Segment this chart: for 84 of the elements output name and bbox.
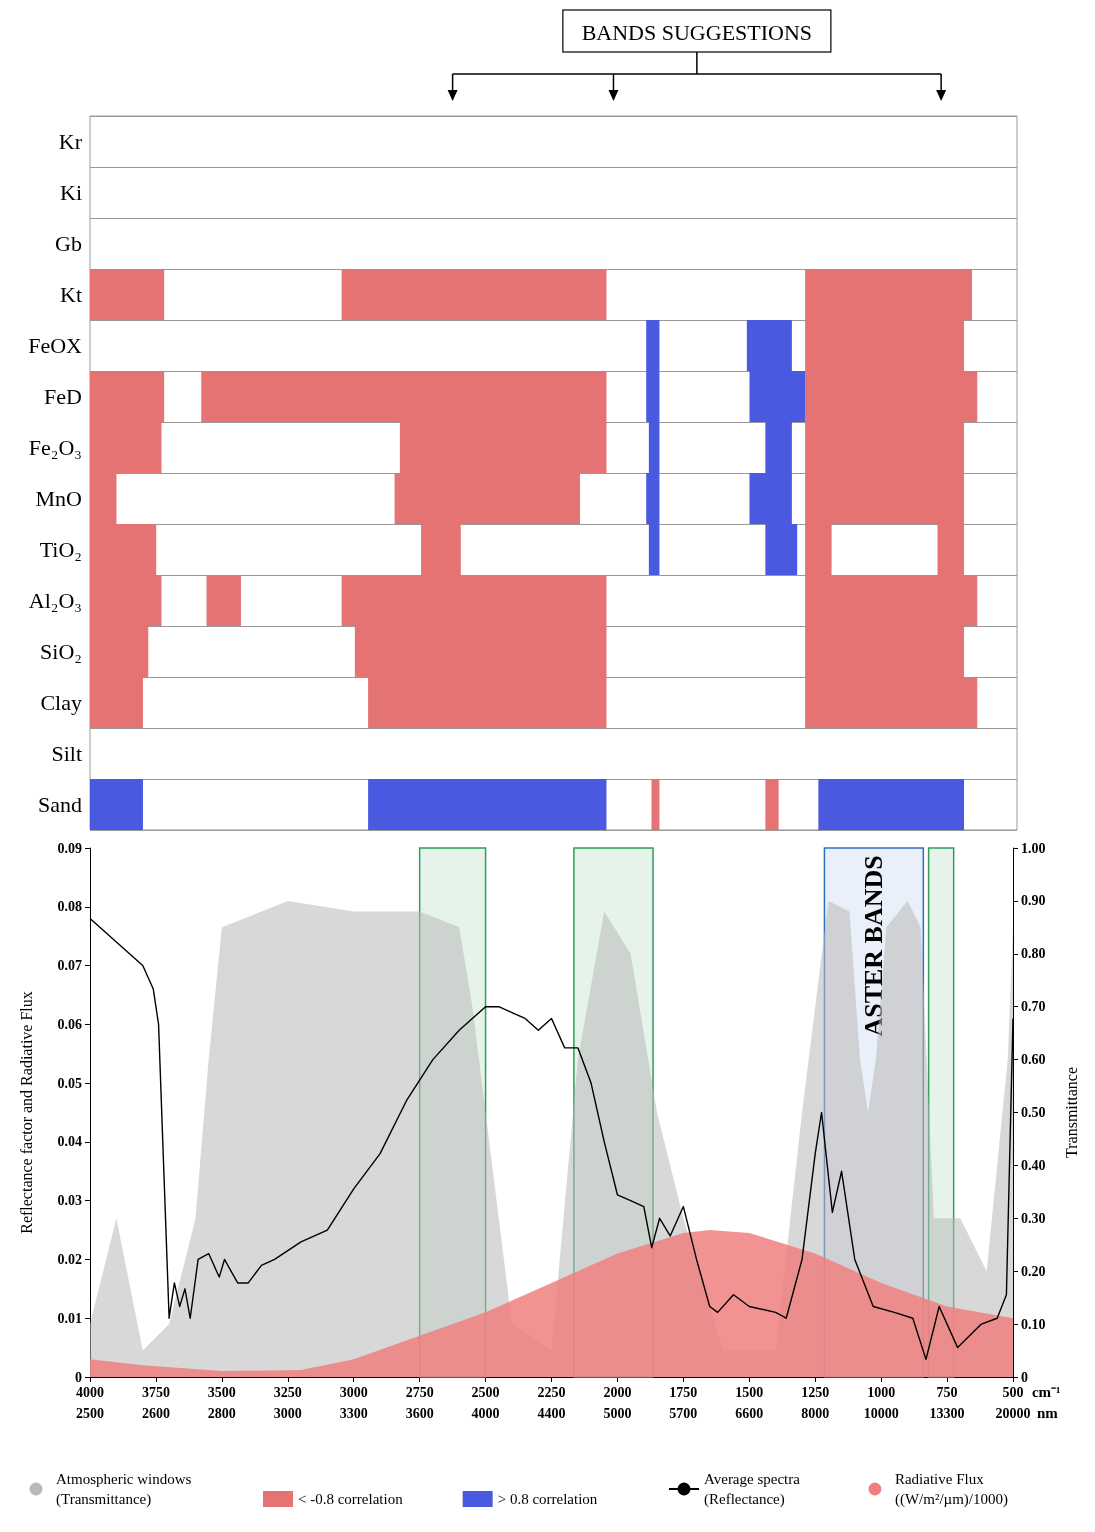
y2-tick-label: 0.80 — [1021, 946, 1046, 962]
text: 13300 — [929, 1405, 965, 1421]
x-tick-label: 2750 — [405, 1384, 434, 1400]
y-tick-label: Kr — [58, 129, 83, 154]
x-tick-label: 4000 — [76, 1384, 104, 1400]
x-tick-label: 2500 — [471, 1384, 500, 1400]
y-tick-label: 0.06 — [57, 1016, 82, 1032]
y2-tick-label: 0.10 — [1021, 1316, 1046, 1332]
x-tick-label: 1500 — [735, 1384, 764, 1400]
x-tick-label: 3750 — [141, 1384, 170, 1400]
legend-label: Atmospheric windows (Transmittance) — [56, 1471, 192, 1508]
bar — [90, 269, 165, 320]
y-tick-label: FeD — [44, 384, 82, 409]
bar — [206, 575, 241, 626]
text: 10000 — [863, 1405, 899, 1421]
y-tick-label: 0 — [75, 1369, 82, 1385]
text: 4000 — [471, 1405, 500, 1421]
bar — [651, 779, 660, 830]
y-tick-label: 0.02 — [57, 1251, 82, 1267]
text: 8000 — [801, 1405, 830, 1421]
y-tick-label: Silt — [51, 741, 82, 766]
legend-label: < -0.8 correlation — [298, 1491, 404, 1507]
y-tick-label: 0.09 — [57, 840, 82, 856]
text: 6600 — [735, 1405, 764, 1421]
y-tick-label: 0.05 — [57, 1075, 82, 1091]
y2-tick-label: 1.00 — [1021, 840, 1046, 856]
bar — [90, 779, 143, 830]
text: BANDS SUGGESTIONS — [581, 20, 813, 45]
y-tick-label: Ki — [60, 180, 82, 205]
text: 2600 — [141, 1405, 170, 1421]
y2-tick-label: 0.70 — [1021, 999, 1046, 1015]
y2-tick-label: 0 — [1021, 1369, 1028, 1385]
y-tick-label: 0.03 — [57, 1193, 82, 1209]
y2-tick-label: 0.90 — [1021, 893, 1046, 909]
y-tick-label: FeOX — [28, 333, 83, 358]
text: 3600 — [405, 1405, 434, 1421]
text: 2800 — [207, 1405, 236, 1421]
y2-tick-label: 0.50 — [1021, 1105, 1046, 1120]
x-tick-label: 2250 — [537, 1384, 566, 1400]
text: 4400 — [537, 1405, 566, 1421]
y-tick-label: Gb — [55, 231, 82, 256]
y-tick-label: Kt — [60, 282, 82, 307]
x-tick-label: 500 — [1002, 1384, 1024, 1400]
text: 2500 — [76, 1405, 104, 1421]
bar — [368, 779, 607, 830]
legend-label: > 0.8 correlation — [497, 1491, 598, 1507]
legend-label: Radiative Flux ((W/m²/µm)/1000) — [894, 1471, 1009, 1508]
y2-tick-label: 0.20 — [1021, 1263, 1046, 1279]
x-tick-label: 1750 — [669, 1384, 698, 1400]
bar — [818, 779, 965, 830]
x-tick-label: 3000 — [339, 1384, 368, 1400]
bar — [765, 779, 779, 830]
x-tick-label: 1000 — [867, 1384, 896, 1400]
legend-label: Average spectra (Reflectance) — [704, 1471, 801, 1508]
text: 3000 — [273, 1405, 302, 1421]
y-tick-label: MnO — [35, 486, 82, 511]
x-tick-label: 3500 — [207, 1384, 236, 1400]
y-tick-label: Clay — [40, 690, 82, 715]
x-tick-label: 3250 — [273, 1384, 302, 1400]
x-axis-title: cm⁻¹ — [1031, 1384, 1061, 1400]
text: 5000 — [603, 1405, 632, 1421]
y2-tick-label: 0.30 — [1021, 1210, 1046, 1226]
text: 20000 — [995, 1405, 1031, 1421]
y2-tick-label: 0.60 — [1021, 1052, 1046, 1068]
y-tick-label: Sand — [38, 792, 82, 817]
bar — [341, 269, 607, 320]
y-tick-label: 0.07 — [57, 958, 82, 974]
y-axis-title: Reflectance factor and Radiative Flux — [17, 991, 35, 1234]
band-label: ASTER BANDS — [859, 855, 889, 1037]
y-tick-label: 0.04 — [57, 1134, 82, 1150]
x2-axis-title: nm — [1037, 1405, 1059, 1421]
y-tick-label: Fe₂O₃ — [28, 435, 82, 460]
y-tick-label: TiO₂ — [39, 537, 82, 562]
y-tick-label: 0.01 — [57, 1310, 82, 1326]
x-tick-label: 1250 — [801, 1384, 830, 1400]
x-tick-label: 750 — [936, 1384, 958, 1400]
text: 3300 — [339, 1405, 368, 1421]
x-tick-label: 2000 — [603, 1384, 632, 1400]
y-tick-label: SiO₂ — [40, 639, 82, 664]
y2-axis-title: Transmittance — [1062, 1067, 1080, 1158]
y2-tick-label: 0.40 — [1021, 1157, 1046, 1173]
text: 5700 — [669, 1405, 698, 1421]
y-tick-label: 0.08 — [57, 899, 82, 915]
y-tick-label: Al₂O₃ — [28, 588, 82, 613]
